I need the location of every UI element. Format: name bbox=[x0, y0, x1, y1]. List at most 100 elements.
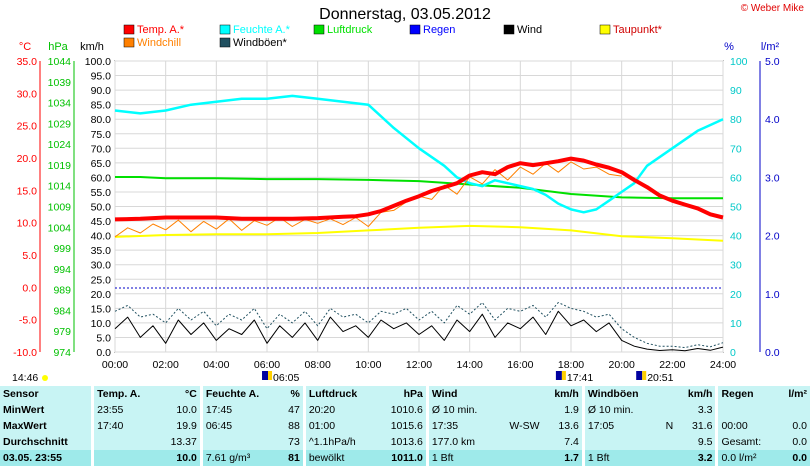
legend-label: Windchill bbox=[137, 37, 181, 49]
col-temp-unit: °C bbox=[158, 386, 200, 402]
weather-chart: 35.0 30.0 25.0 20.0 15.0 10.0 5.0 0.0 -5.0 -10.0 1… bbox=[12, 24, 780, 384]
cell: 81 bbox=[280, 450, 303, 466]
stats-row-avg: Durchschnitt 13.37 73 ^1.1hPa/h 1013.6 1… bbox=[0, 434, 810, 450]
pressure-axis-tick: 984 bbox=[53, 305, 71, 317]
cell bbox=[658, 434, 677, 450]
x-axis-tick: 06:00 bbox=[254, 359, 280, 371]
temp-unit-label: °C bbox=[19, 41, 31, 53]
cell: 13.37 bbox=[158, 434, 200, 450]
col-hum-unit: % bbox=[280, 386, 303, 402]
pressure-axis-tick: 989 bbox=[53, 285, 71, 297]
cell: ^1.1hPa/h bbox=[302, 434, 377, 450]
cell bbox=[496, 434, 543, 450]
legend-swatch bbox=[219, 24, 231, 35]
pressure-axis-tick: 1044 bbox=[48, 56, 72, 68]
cell: 1010.6 bbox=[376, 402, 426, 418]
wind-axis-tick: 30.0 bbox=[91, 260, 112, 272]
cell: 10.0 bbox=[158, 402, 200, 418]
humidity-axis-tick: 60 bbox=[730, 172, 742, 184]
wind-axis-tick: 65.0 bbox=[91, 158, 112, 170]
chart-title: Donnerstag, 03.05.2012 bbox=[319, 6, 491, 23]
cell: 06:45 bbox=[199, 418, 281, 434]
sun-marker-icon bbox=[268, 371, 273, 380]
legend-swatch bbox=[409, 24, 421, 35]
cell: 1013.6 bbox=[376, 434, 426, 450]
series-wind bbox=[114, 310, 724, 352]
cell bbox=[496, 402, 543, 418]
x-axis-tick: 10:00 bbox=[355, 359, 381, 371]
row-label: MinWert bbox=[0, 402, 92, 418]
cell: 177.0 km bbox=[425, 434, 497, 450]
rain-axis-tick: 1.0 bbox=[765, 289, 780, 301]
cell bbox=[658, 450, 677, 466]
cell: 23:55 bbox=[91, 402, 159, 418]
marker-time-label: 06:05 bbox=[273, 372, 299, 384]
humidity-axis-tick: 20 bbox=[730, 289, 742, 301]
col-gust: Windböen bbox=[581, 386, 659, 402]
sun-marker-icon bbox=[636, 371, 643, 380]
wind-axis-tick: 5.0 bbox=[96, 332, 111, 344]
sun-marker-icon bbox=[555, 371, 562, 380]
temp-axis-tick: 25.0 bbox=[17, 121, 38, 133]
series-temp-a bbox=[114, 156, 724, 222]
wind-axis-tick: 90.0 bbox=[91, 85, 112, 97]
cell: N bbox=[658, 418, 677, 434]
cell: 31.6 bbox=[676, 418, 716, 434]
cell: 17:40 bbox=[91, 418, 159, 434]
humidity-axis-tick: 10 bbox=[730, 318, 742, 330]
col-wind-unit: km/h bbox=[542, 386, 582, 402]
pressure-axis-tick: 1034 bbox=[48, 98, 72, 110]
x-axis-tick: 12:00 bbox=[406, 359, 432, 371]
cell bbox=[91, 450, 159, 466]
humidity-axis-tick: 80 bbox=[730, 114, 742, 126]
cell bbox=[658, 402, 677, 418]
col-hum: Feuchte A. bbox=[199, 386, 281, 402]
wind-axis-tick: 20.0 bbox=[91, 289, 112, 301]
wind-axis-tick: 40.0 bbox=[91, 231, 112, 243]
cell bbox=[778, 402, 810, 418]
cell: 7.4 bbox=[542, 434, 582, 450]
rain-axis-tick: 3.0 bbox=[765, 172, 780, 184]
col-press-unit: hPa bbox=[376, 386, 426, 402]
cell: 1011.0 bbox=[376, 450, 426, 466]
wind-axis-tick: 80.0 bbox=[91, 114, 112, 126]
wind-unit-label: km/h bbox=[80, 41, 104, 53]
temp-axis-tick: -5.0 bbox=[19, 315, 37, 327]
legend-label: Windböen* bbox=[233, 37, 288, 49]
col-gust-unit: km/h bbox=[676, 386, 716, 402]
temp-axis-tick: 0.0 bbox=[22, 282, 37, 294]
pressure-axis-tick: 974 bbox=[53, 347, 71, 359]
cell: 19.9 bbox=[158, 418, 200, 434]
pressure-axis-tick: 1009 bbox=[48, 202, 72, 214]
statistics-table: Sensor Temp. A. °C Feuchte A. % Luftdruc… bbox=[0, 386, 810, 466]
marker-dot bbox=[42, 375, 48, 381]
humidity-axis-tick: 0 bbox=[730, 347, 736, 359]
cell: 17:05 bbox=[581, 418, 659, 434]
wind-axis-tick: 100.0 bbox=[85, 56, 111, 68]
legend-swatch bbox=[313, 24, 325, 35]
rain-unit-label: l/m² bbox=[761, 41, 780, 53]
wind-axis-tick: 85.0 bbox=[91, 100, 112, 112]
series-windb-en bbox=[114, 302, 724, 349]
cell: bewölkt bbox=[302, 450, 377, 466]
sun-marker-icon bbox=[561, 371, 566, 380]
pressure-unit-label: hPa bbox=[48, 41, 68, 53]
cell: 7.61 g/m³ bbox=[199, 450, 281, 466]
wind-axis-tick: 0.0 bbox=[96, 347, 111, 359]
pressure-axis-tick: 1039 bbox=[48, 77, 72, 89]
col-rain-unit: l/m² bbox=[778, 386, 810, 402]
cell: 13.6 bbox=[542, 418, 582, 434]
legend-swatch bbox=[219, 37, 231, 48]
stats-row-min: MinWert 23:55 10.0 17:45 47 20:20 1010.6… bbox=[0, 402, 810, 418]
cell: 1 Bft bbox=[581, 450, 659, 466]
wind-axis-tick: 75.0 bbox=[91, 129, 112, 141]
legend-label: Luftdruck bbox=[327, 24, 373, 36]
wind-axis-tick: 50.0 bbox=[91, 202, 112, 214]
col-temp: Temp. A. bbox=[91, 386, 159, 402]
cell: 1 Bft bbox=[425, 450, 497, 466]
cell bbox=[199, 434, 281, 450]
stats-row-max: MaxWert 17:40 19.9 06:45 88 01:00 1015.6… bbox=[0, 418, 810, 434]
legend-swatch bbox=[503, 24, 515, 35]
col-sensor: Sensor bbox=[0, 386, 92, 402]
legend-label: Feuchte A.* bbox=[233, 24, 291, 36]
